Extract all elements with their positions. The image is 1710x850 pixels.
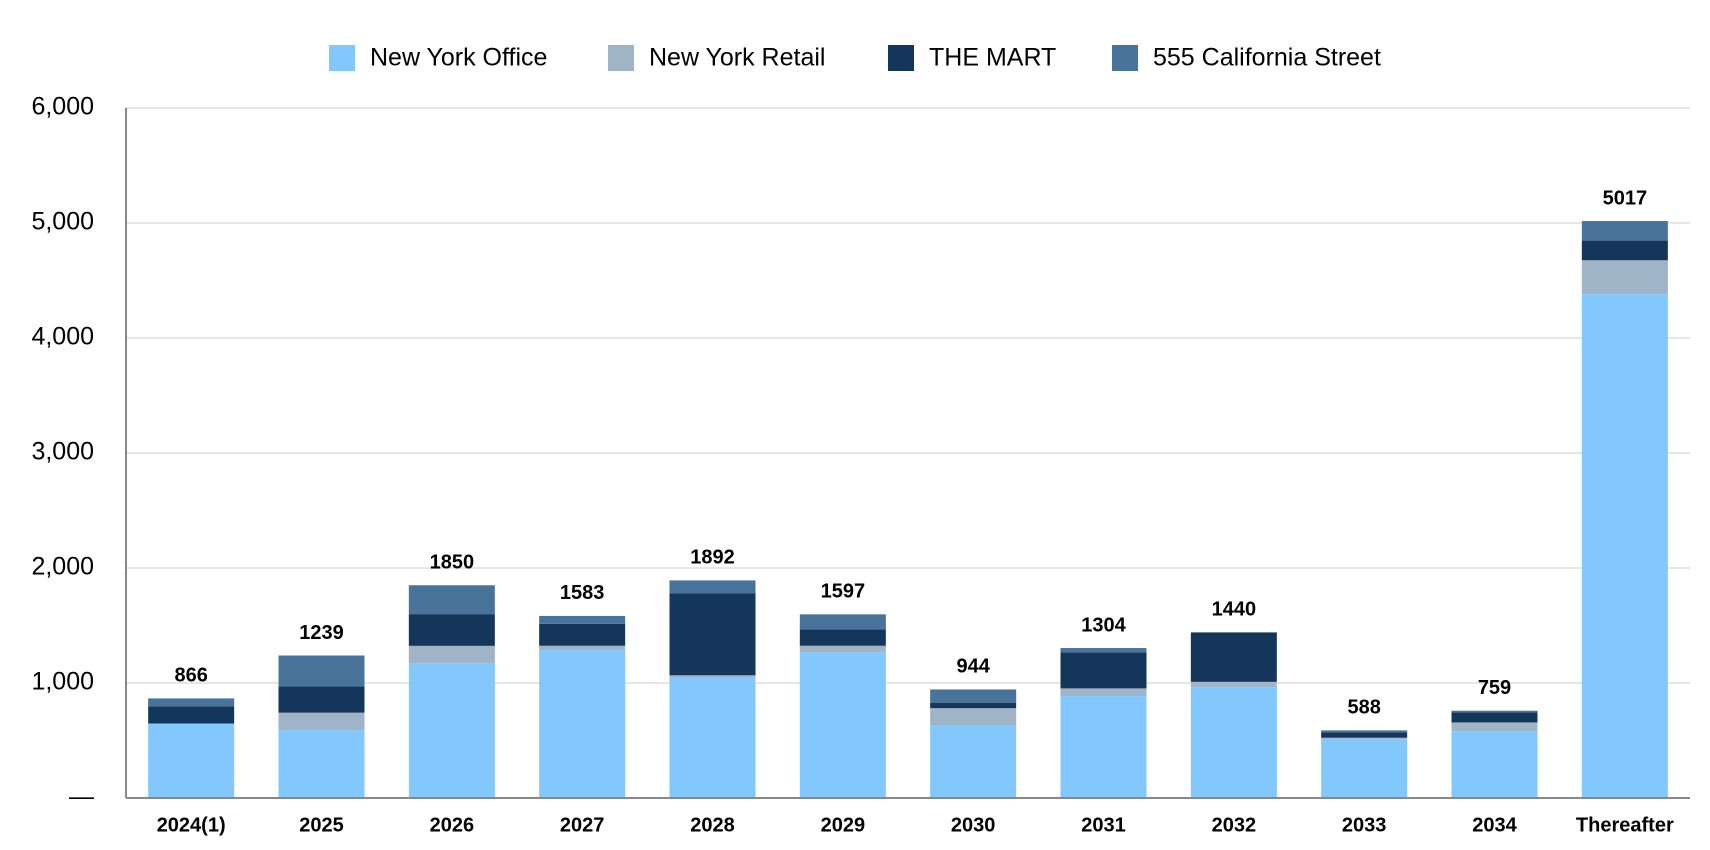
bar-segment [669, 675, 756, 678]
x-tick-label: 2030 [951, 814, 996, 836]
bar-segment [408, 663, 495, 798]
x-tick-label: 2029 [821, 814, 866, 836]
x-tick-label: 2025 [299, 814, 344, 836]
bar-segment [148, 723, 235, 798]
bar-segment [539, 615, 626, 624]
bar-segment [799, 645, 886, 653]
x-tick-label: 2032 [1212, 814, 1257, 836]
total-label: 1850 [430, 552, 475, 574]
x-tick-label: Thereafter [1576, 814, 1674, 836]
bar-segment [148, 698, 235, 707]
y-tick-label: 4,000 [31, 323, 94, 351]
bar-segment [1321, 738, 1408, 798]
y-tick-label: 5,000 [31, 208, 94, 236]
bar-segment [930, 689, 1017, 703]
bar-segment [1190, 687, 1277, 798]
x-tick-label: 2027 [560, 814, 605, 836]
bar-segment [799, 614, 886, 630]
legend-swatch [1112, 45, 1138, 71]
x-tick-label: 2033 [1342, 814, 1387, 836]
bar-segment [1190, 681, 1277, 688]
bar-segment [1060, 688, 1147, 697]
total-label: 1239 [299, 622, 344, 644]
bar-segment [1581, 260, 1668, 295]
x-tick-label: 2028 [690, 814, 735, 836]
total-label: 5017 [1603, 187, 1648, 209]
legend-label: THE MART [929, 44, 1056, 72]
bar-segment [1451, 712, 1538, 723]
bar-segment [278, 712, 365, 731]
total-label: 1304 [1081, 614, 1126, 636]
total-label: 1583 [560, 582, 605, 604]
y-tick-label: 6,000 [31, 93, 94, 121]
bar-segment [278, 655, 365, 687]
bar-segment [669, 580, 756, 594]
total-label: 588 [1347, 697, 1380, 719]
bar-segment [408, 585, 495, 615]
y-tick-label: 2,000 [31, 553, 94, 581]
bar-segment [669, 677, 756, 798]
bar-segment [1321, 732, 1408, 738]
bar-segment [1321, 737, 1408, 739]
total-label: 1440 [1212, 599, 1257, 621]
bar-segment [539, 650, 626, 798]
bar-segment [1060, 696, 1147, 798]
bar-segment [1451, 731, 1538, 798]
total-label: 1892 [690, 547, 735, 569]
bar-segment [539, 645, 626, 651]
bar-segment [278, 730, 365, 798]
bar-segment [1451, 710, 1538, 713]
bar-segment [799, 652, 886, 798]
bar-segment [408, 645, 495, 664]
legend-swatch [608, 45, 634, 71]
bar-segment [1060, 652, 1147, 689]
bar-segment [799, 629, 886, 646]
bar-segment [148, 706, 235, 724]
bar-segment [1581, 221, 1668, 241]
bar-segment [930, 702, 1017, 709]
bar-segment [669, 593, 756, 676]
bar-segment [1451, 722, 1538, 732]
total-label: 866 [174, 665, 207, 687]
bar-segment [1581, 240, 1668, 261]
x-tick-label: 2024(1) [157, 814, 226, 836]
x-tick-label: 2034 [1472, 814, 1517, 836]
bar-segment [1060, 648, 1147, 653]
bar-segment [930, 725, 1017, 798]
total-label: 1597 [821, 581, 866, 603]
legend-label: 555 California Street [1153, 44, 1381, 72]
legend-swatch [329, 45, 355, 71]
y-tick-label: — [69, 783, 94, 811]
y-tick-label: 3,000 [31, 438, 94, 466]
x-tick-label: 2031 [1081, 814, 1126, 836]
bar-segment [1581, 294, 1668, 798]
bar-segment [408, 614, 495, 646]
total-label: 944 [956, 656, 990, 678]
bar-segment [1321, 730, 1408, 733]
bar-segment [930, 708, 1017, 726]
legend-swatch [888, 45, 914, 71]
legend-label: New York Office [370, 44, 547, 72]
bar-segment [278, 686, 365, 713]
legend-label: New York Retail [649, 44, 825, 72]
total-label: 759 [1478, 677, 1511, 699]
bar-segment [1190, 632, 1277, 682]
x-tick-label: 2026 [430, 814, 475, 836]
y-tick-label: 1,000 [31, 668, 94, 696]
bar-segment [539, 623, 626, 646]
